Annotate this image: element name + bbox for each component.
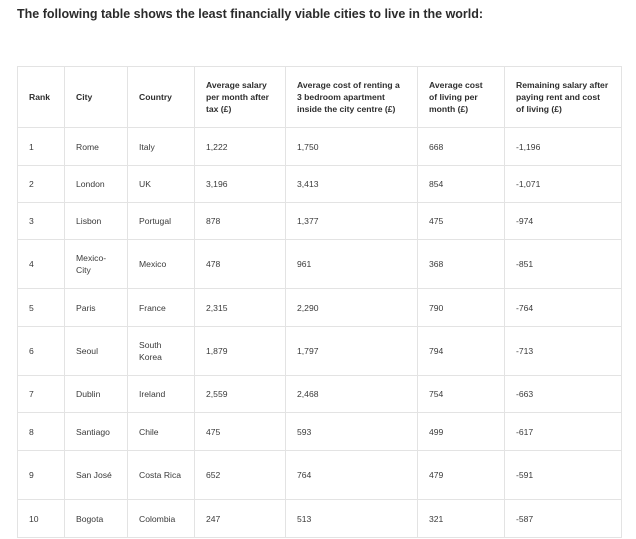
intro-heading: The following table shows the least fina… bbox=[17, 7, 484, 21]
table-body: 1 Rome Italy 1,222 1,750 668 -1,196 2 Lo… bbox=[17, 127, 622, 538]
cell-country: South Korea bbox=[127, 326, 195, 376]
header-rank: Rank bbox=[17, 66, 65, 128]
cell-rent: 513 bbox=[285, 499, 418, 538]
cell-cost-of-living: 499 bbox=[417, 412, 505, 451]
header-city: City bbox=[64, 66, 128, 128]
cell-salary: 2,559 bbox=[194, 375, 286, 413]
cell-rent: 593 bbox=[285, 412, 418, 451]
cell-rent: 3,413 bbox=[285, 165, 418, 203]
cell-salary: 3,196 bbox=[194, 165, 286, 203]
cell-rent: 2,468 bbox=[285, 375, 418, 413]
header-cost-of-living: Average cost of living per month (£) bbox=[417, 66, 505, 128]
table-row: 4 Mexico-City Mexico 478 961 368 -851 bbox=[17, 239, 622, 289]
cell-remaining: -591 bbox=[504, 450, 622, 500]
cell-cost-of-living: 668 bbox=[417, 127, 505, 166]
cell-rent: 2,290 bbox=[285, 288, 418, 327]
cell-city: San José bbox=[64, 450, 128, 500]
cell-rank: 8 bbox=[17, 412, 65, 451]
cell-city: Lisbon bbox=[64, 202, 128, 240]
cell-rent: 1,377 bbox=[285, 202, 418, 240]
cell-rank: 7 bbox=[17, 375, 65, 413]
cell-remaining: -617 bbox=[504, 412, 622, 451]
table-row: 2 London UK 3,196 3,413 854 -1,071 bbox=[17, 165, 622, 203]
cell-salary: 2,315 bbox=[194, 288, 286, 327]
table-header: Rank City Country Average salary per mon… bbox=[17, 66, 622, 128]
cell-cost-of-living: 794 bbox=[417, 326, 505, 376]
cell-city: Seoul bbox=[64, 326, 128, 376]
table-row: 1 Rome Italy 1,222 1,750 668 -1,196 bbox=[17, 127, 622, 166]
header-row: Rank City Country Average salary per mon… bbox=[17, 66, 622, 128]
cell-city: Rome bbox=[64, 127, 128, 166]
cell-country: Portugal bbox=[127, 202, 195, 240]
cell-city: Paris bbox=[64, 288, 128, 327]
cell-country: Mexico bbox=[127, 239, 195, 289]
cell-remaining: -1,196 bbox=[504, 127, 622, 166]
cell-cost-of-living: 754 bbox=[417, 375, 505, 413]
cell-salary: 1,222 bbox=[194, 127, 286, 166]
table-row: 10 Bogota Colombia 247 513 321 -587 bbox=[17, 499, 622, 538]
table-row: 6 Seoul South Korea 1,879 1,797 794 -713 bbox=[17, 326, 622, 376]
cell-rank: 5 bbox=[17, 288, 65, 327]
cell-country: Chile bbox=[127, 412, 195, 451]
cell-country: Ireland bbox=[127, 375, 195, 413]
cell-cost-of-living: 321 bbox=[417, 499, 505, 538]
cell-city: Mexico-City bbox=[64, 239, 128, 289]
cell-rent: 961 bbox=[285, 239, 418, 289]
cell-cost-of-living: 790 bbox=[417, 288, 505, 327]
cell-salary: 878 bbox=[194, 202, 286, 240]
cell-rent: 764 bbox=[285, 450, 418, 500]
cell-remaining: -587 bbox=[504, 499, 622, 538]
table-row: 7 Dublin Ireland 2,559 2,468 754 -663 bbox=[17, 375, 622, 413]
table-row: 3 Lisbon Portugal 878 1,377 475 -974 bbox=[17, 202, 622, 240]
cell-salary: 1,879 bbox=[194, 326, 286, 376]
cell-rank: 3 bbox=[17, 202, 65, 240]
cell-city: London bbox=[64, 165, 128, 203]
cell-salary: 247 bbox=[194, 499, 286, 538]
cell-city: Bogota bbox=[64, 499, 128, 538]
cell-remaining: -851 bbox=[504, 239, 622, 289]
cell-salary: 475 bbox=[194, 412, 286, 451]
cell-remaining: -1,071 bbox=[504, 165, 622, 203]
cities-table: Rank City Country Average salary per mon… bbox=[17, 66, 622, 538]
cell-city: Dublin bbox=[64, 375, 128, 413]
cell-rent: 1,797 bbox=[285, 326, 418, 376]
cell-remaining: -974 bbox=[504, 202, 622, 240]
cell-salary: 652 bbox=[194, 450, 286, 500]
cell-remaining: -663 bbox=[504, 375, 622, 413]
cell-rank: 2 bbox=[17, 165, 65, 203]
table-row: 9 San José Costa Rica 652 764 479 -591 bbox=[17, 450, 622, 500]
cell-country: UK bbox=[127, 165, 195, 203]
cell-rent: 1,750 bbox=[285, 127, 418, 166]
header-average-rent: Average cost of renting a 3 bedroom apar… bbox=[285, 66, 418, 128]
cell-rank: 10 bbox=[17, 499, 65, 538]
table-row: 5 Paris France 2,315 2,290 790 -764 bbox=[17, 288, 622, 327]
cell-country: Italy bbox=[127, 127, 195, 166]
cell-salary: 478 bbox=[194, 239, 286, 289]
cell-remaining: -764 bbox=[504, 288, 622, 327]
cell-country: Costa Rica bbox=[127, 450, 195, 500]
header-remaining-salary: Remaining salary after paying rent and c… bbox=[504, 66, 622, 128]
cell-remaining: -713 bbox=[504, 326, 622, 376]
cell-city: Santiago bbox=[64, 412, 128, 451]
cell-cost-of-living: 854 bbox=[417, 165, 505, 203]
cell-rank: 4 bbox=[17, 239, 65, 289]
cell-rank: 9 bbox=[17, 450, 65, 500]
cell-country: France bbox=[127, 288, 195, 327]
cell-cost-of-living: 475 bbox=[417, 202, 505, 240]
header-country: Country bbox=[127, 66, 195, 128]
cell-country: Colombia bbox=[127, 499, 195, 538]
table-row: 8 Santiago Chile 475 593 499 -617 bbox=[17, 412, 622, 451]
cell-rank: 6 bbox=[17, 326, 65, 376]
cell-rank: 1 bbox=[17, 127, 65, 166]
header-average-salary: Average salary per month after tax (£) bbox=[194, 66, 286, 128]
cell-cost-of-living: 368 bbox=[417, 239, 505, 289]
cell-cost-of-living: 479 bbox=[417, 450, 505, 500]
